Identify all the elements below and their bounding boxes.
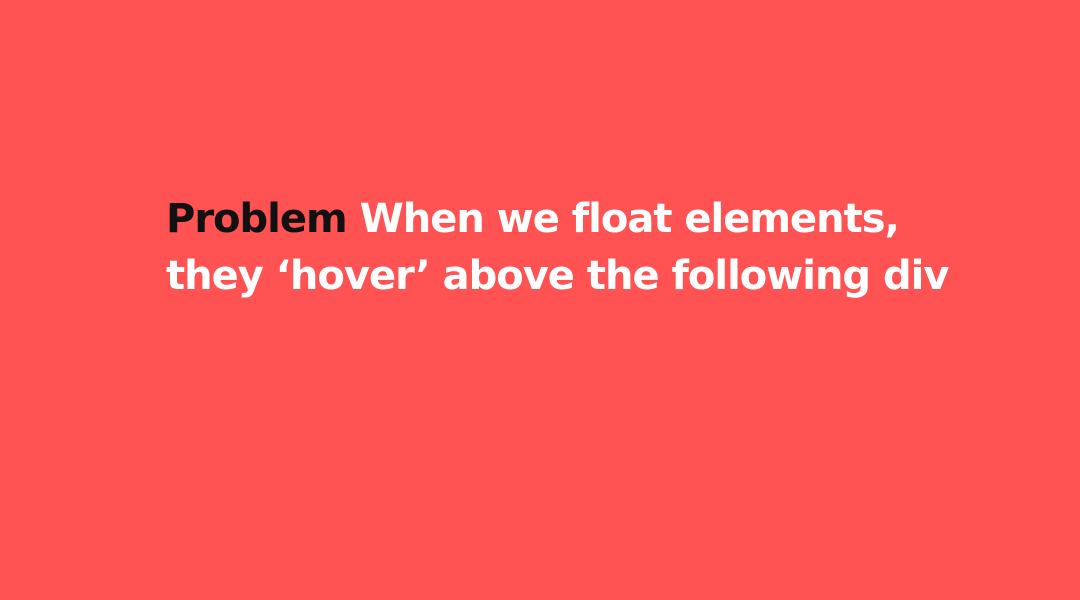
problem-keyword: Problem bbox=[166, 196, 348, 242]
problem-statement: Problem When we float elements, they ‘ho… bbox=[166, 191, 1006, 305]
statement-line-2: they ‘hover’ above the following div bbox=[166, 253, 949, 299]
statement-line-1: When we float elements, bbox=[359, 196, 900, 242]
